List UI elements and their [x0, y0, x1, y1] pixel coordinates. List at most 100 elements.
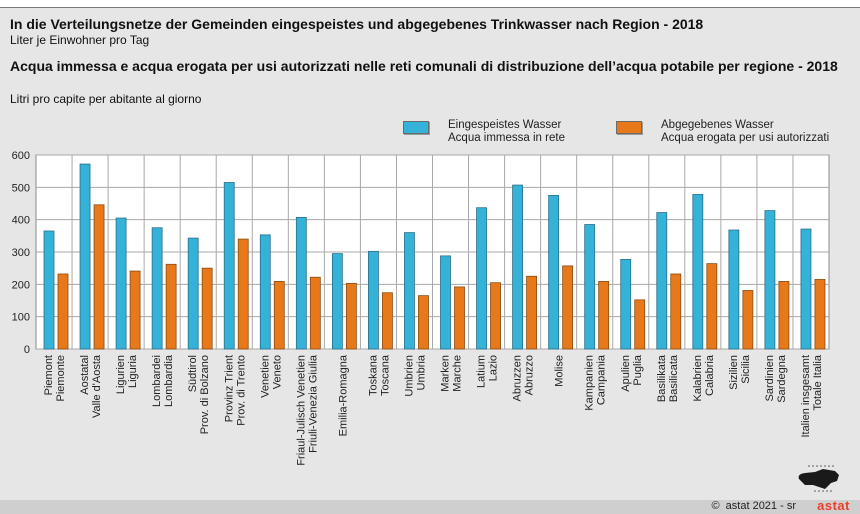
bar-delivered-water — [490, 282, 501, 350]
x-tick-label: Ligurien Liguria — [115, 354, 139, 394]
x-tick-label-line: Abruzzen — [512, 355, 524, 401]
subtitle-italian: Litri pro capite per abitante al giorno — [10, 92, 202, 106]
bar-fed-water — [548, 195, 560, 350]
x-tick-label-line: Piemont — [43, 355, 55, 395]
x-tick-label-line: Ligurien — [115, 355, 127, 394]
x-tick-label-line: Aostatal — [79, 355, 91, 395]
x-tick-label-line: Kampanien — [584, 355, 596, 411]
x-tick-label-line: Lombardei — [151, 355, 163, 407]
x-tick-label-line: Venetien — [259, 355, 271, 398]
x-tick-label-line: Puglia — [632, 354, 644, 385]
bar-delivered-water — [309, 276, 321, 350]
x-tick-label-line: Sardegna — [776, 354, 788, 403]
bar-fed-water — [620, 259, 632, 350]
y-tick-label: 300 — [12, 247, 30, 259]
legend-item-delivered-water: Abgegebenes Wasser Acqua erogata per usi… — [616, 119, 829, 145]
bar-fed-water — [331, 253, 343, 350]
x-tick-label: Apulien Puglia — [620, 354, 644, 392]
bar-delivered-water — [273, 281, 285, 350]
bar-delivered-water — [634, 299, 646, 350]
bar-delivered-water — [165, 263, 177, 350]
x-tick-label-line: Kalabrien — [692, 355, 704, 401]
bar-delivered-water — [418, 295, 429, 350]
x-tick-label: Latium Lazio — [476, 355, 500, 388]
x-tick-label-line: Sizilien — [728, 355, 740, 390]
bar-fed-water — [764, 210, 776, 350]
x-tick-label-line: Lazio — [488, 355, 500, 381]
subtitle-german: Liter je Einwohner pro Tag — [10, 33, 150, 47]
bar-fed-water — [728, 229, 740, 350]
x-tick-label-line: Basilicata — [668, 354, 680, 402]
legend-item-fed-water: Eingespeistes Wasser Acqua immessa in re… — [403, 119, 565, 145]
x-tick-label-line: Italien insgesamt — [800, 355, 812, 438]
x-tick-label: Venetien Veneto — [259, 355, 283, 398]
x-tick-label: Toskana Toscana — [367, 354, 391, 396]
x-tick-label: Molise — [554, 355, 566, 387]
bar-fed-water — [584, 224, 596, 350]
bar-fed-water — [440, 255, 451, 350]
x-tick-label-line: Veneto — [271, 355, 283, 389]
x-tick-label-line: Basilikata — [656, 354, 668, 402]
x-tick-label: Abruzzen Abruzzo — [512, 355, 536, 401]
x-tick-label: Kalabrien Calabria — [692, 354, 716, 401]
x-tick-label: Aostatal Valle d'Aosta — [79, 354, 103, 418]
bar-delivered-water — [598, 281, 610, 350]
x-tick-label-line: Totale Italia — [812, 354, 824, 411]
x-tick-label: Kampanien Campania — [584, 354, 608, 411]
x-tick-label-line: Südtirol — [187, 355, 199, 392]
x-tick-label-line: Lombardia — [163, 354, 175, 407]
bar-delivered-water — [382, 292, 393, 350]
legend-swatch-blue — [403, 121, 429, 134]
x-tick-label: Marken Marche — [440, 355, 464, 392]
x-tick-label-line: Campania — [596, 354, 608, 405]
x-tick-label-line: Abruzzo — [524, 355, 536, 395]
copyright-text: © astat 2021 - sr — [711, 500, 796, 512]
bar-fed-water — [187, 237, 199, 350]
x-tick-label-line: Liguria — [127, 354, 139, 388]
x-tick-label: Lombardei Lombardia — [151, 354, 175, 407]
x-tick-label: Basilikata Basilicata — [656, 354, 680, 402]
x-tick-label: Emilia-Romagna — [337, 354, 349, 436]
footer-bar: © astat 2021 - sr astat — [0, 498, 860, 514]
bar-fed-water — [79, 163, 91, 350]
x-tick-label-line: Prov. di Trento — [235, 355, 247, 426]
legend-swatch-orange — [616, 121, 642, 134]
bar-delivered-water — [670, 273, 682, 350]
bar-fed-water — [656, 212, 668, 350]
x-tick-label: Sardinien Sardegna — [764, 354, 788, 403]
bar-fed-water — [692, 194, 704, 350]
x-tick-label-line: Calabria — [704, 354, 716, 396]
chart-panel: In die Verteilungsnetze der Gemeinden ei… — [0, 7, 860, 514]
bar-fed-water — [368, 250, 379, 350]
y-tick-label: 200 — [12, 279, 30, 291]
legend-label-it: Acqua erogata per usi autorizzati — [661, 132, 830, 144]
bar-delivered-water — [742, 290, 754, 350]
bar-delivered-water — [454, 286, 465, 350]
bar-fed-water — [259, 234, 271, 350]
bar-fed-water — [223, 182, 235, 350]
x-tick-label-line: Sicilia — [740, 354, 752, 384]
title-italian: Acqua immessa e acqua erogata per usi au… — [10, 58, 838, 74]
bar-fed-water — [151, 227, 163, 350]
legend-label-de: Abgegebenes Wasser — [661, 119, 774, 131]
bar-fed-water — [295, 217, 307, 350]
bar-delivered-water — [526, 275, 537, 350]
bar-delivered-water — [706, 263, 718, 350]
y-tick-label: 600 — [12, 150, 30, 162]
bar-fed-water — [115, 217, 127, 350]
x-tick-label: Friaul-Julisch Venetien Friuli-Venezia Gi… — [295, 354, 319, 466]
x-tick-label-line: Latium — [476, 355, 488, 388]
x-tick-label: Umbrien Umbria — [403, 354, 427, 396]
x-tick-label-line: Friuli-Venezia Giulia — [307, 354, 319, 453]
x-tick-label-line: Marche — [452, 355, 464, 392]
x-tick-label: Provinz Trient Prov. di Trento — [223, 355, 247, 426]
y-tick-label: 100 — [12, 312, 30, 324]
astat-logo-icon — [798, 465, 839, 492]
bar-delivered-water — [201, 267, 213, 350]
bar-delivered-water — [562, 265, 574, 350]
x-tick-label-line: Apulien — [620, 355, 632, 392]
bar-fed-water — [404, 232, 415, 350]
x-tick-label-line: Provinz Trient — [223, 355, 235, 422]
bar-delivered-water — [345, 282, 357, 350]
x-tick-label: Piemont Piemonte — [43, 355, 67, 401]
